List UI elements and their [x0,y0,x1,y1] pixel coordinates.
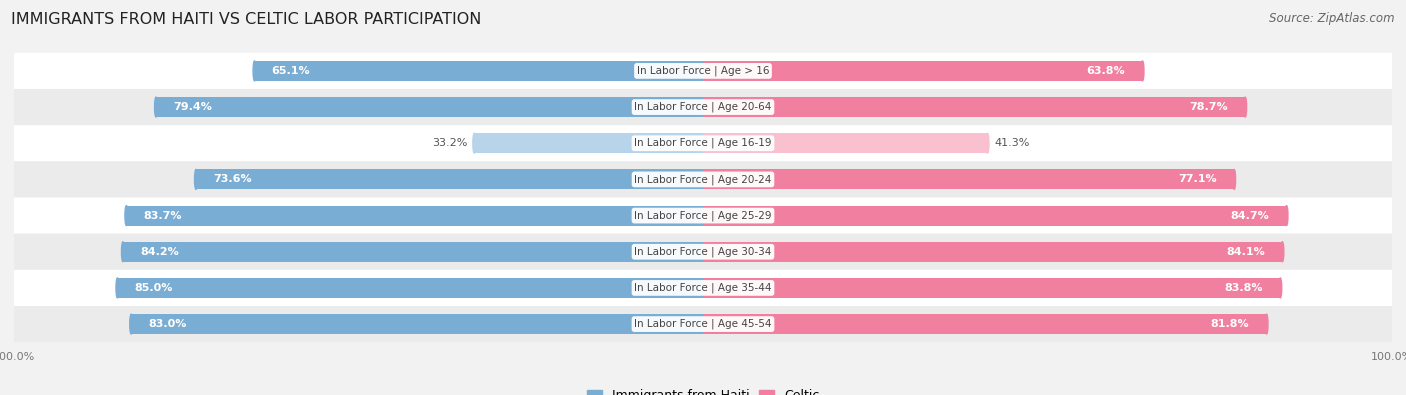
Ellipse shape [1281,242,1284,262]
Bar [131,314,703,334]
Text: 85.0%: 85.0% [135,283,173,293]
Text: In Labor Force | Age 20-24: In Labor Force | Age 20-24 [634,174,772,185]
Ellipse shape [1244,97,1247,117]
Text: In Labor Force | Age > 16: In Labor Force | Age > 16 [637,66,769,76]
FancyBboxPatch shape [14,125,1392,161]
FancyBboxPatch shape [14,198,1392,234]
FancyBboxPatch shape [14,161,1392,198]
Bar [703,206,1286,226]
Text: 78.7%: 78.7% [1189,102,1227,112]
Text: In Labor Force | Age 25-29: In Labor Force | Age 25-29 [634,210,772,221]
Ellipse shape [155,97,157,117]
Text: 65.1%: 65.1% [271,66,311,76]
Text: 83.0%: 83.0% [149,319,187,329]
Text: 84.7%: 84.7% [1230,211,1270,220]
Ellipse shape [472,133,475,153]
FancyBboxPatch shape [14,270,1392,306]
Text: In Labor Force | Age 30-34: In Labor Force | Age 30-34 [634,246,772,257]
Legend: Immigrants from Haiti, Celtic: Immigrants from Haiti, Celtic [582,384,824,395]
Bar [122,242,703,262]
Text: 83.7%: 83.7% [143,211,183,220]
Bar [195,169,703,189]
Text: 41.3%: 41.3% [994,138,1029,148]
FancyBboxPatch shape [14,234,1392,270]
Bar [703,61,1143,81]
Text: In Labor Force | Age 20-64: In Labor Force | Age 20-64 [634,102,772,112]
FancyBboxPatch shape [14,53,1392,89]
Text: Source: ZipAtlas.com: Source: ZipAtlas.com [1270,12,1395,25]
Text: 77.1%: 77.1% [1178,175,1218,184]
Ellipse shape [1279,278,1282,298]
FancyBboxPatch shape [14,306,1392,342]
Text: In Labor Force | Age 35-44: In Labor Force | Age 35-44 [634,283,772,293]
Ellipse shape [1265,314,1268,334]
Bar [156,97,703,117]
Bar [703,169,1234,189]
Bar [703,314,1267,334]
Bar [474,133,703,153]
Text: 63.8%: 63.8% [1087,66,1125,76]
Bar [703,278,1281,298]
Text: In Labor Force | Age 45-54: In Labor Force | Age 45-54 [634,319,772,329]
Text: 79.4%: 79.4% [173,102,212,112]
Bar [127,206,703,226]
Ellipse shape [986,133,988,153]
Ellipse shape [129,314,132,334]
Ellipse shape [1233,169,1236,189]
Bar [254,61,703,81]
Ellipse shape [1285,206,1288,226]
Ellipse shape [1142,61,1144,81]
Text: In Labor Force | Age 16-19: In Labor Force | Age 16-19 [634,138,772,149]
Bar [703,97,1246,117]
Text: 33.2%: 33.2% [432,138,467,148]
Text: IMMIGRANTS FROM HAITI VS CELTIC LABOR PARTICIPATION: IMMIGRANTS FROM HAITI VS CELTIC LABOR PA… [11,12,482,27]
Text: 84.2%: 84.2% [141,247,179,257]
Bar [117,278,703,298]
Bar [703,242,1282,262]
Ellipse shape [125,206,128,226]
Text: 83.8%: 83.8% [1225,283,1263,293]
Ellipse shape [253,61,256,81]
Ellipse shape [121,242,124,262]
Text: 73.6%: 73.6% [214,175,252,184]
Text: 84.1%: 84.1% [1226,247,1265,257]
Text: 81.8%: 81.8% [1211,319,1250,329]
FancyBboxPatch shape [14,89,1392,125]
Bar [703,133,987,153]
Ellipse shape [115,278,120,298]
Ellipse shape [194,169,197,189]
